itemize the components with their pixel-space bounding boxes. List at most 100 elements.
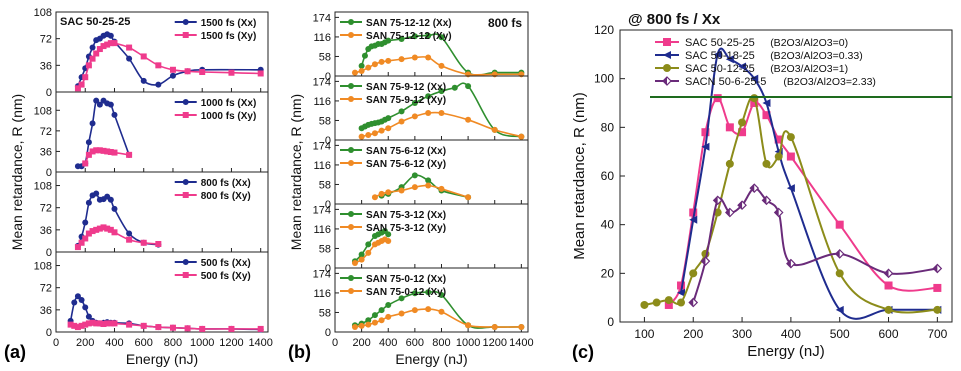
y-tick-label: 36	[40, 146, 52, 158]
data-point	[713, 94, 722, 103]
legend-label: SAN 75-3-12 (Xy)	[366, 223, 446, 234]
y-tick-label: 40	[601, 218, 615, 232]
series-line	[667, 97, 938, 306]
legend-label: SAN 75-6-12 (Xx)	[366, 146, 446, 157]
subplot-title: SAC 50-25-25	[60, 16, 130, 28]
data-point	[111, 205, 118, 212]
x-tick-label: 600	[406, 337, 424, 349]
data-point	[786, 184, 795, 193]
data-point	[365, 317, 372, 324]
data-point	[199, 325, 206, 332]
data-point	[491, 126, 498, 133]
data-point	[93, 190, 100, 197]
data-point	[199, 69, 206, 75]
y-axis-label: Mean retardance, R (nm)	[571, 92, 588, 260]
legend-suffix: (B2O3/Al2O3=0)	[770, 37, 848, 49]
y-tick-label: 72	[40, 34, 52, 46]
legend-label: SAN 75-9-12 (Xy)	[366, 95, 446, 106]
data-point	[701, 128, 710, 137]
legend-label: SAN 75-0-12 (Xy)	[366, 287, 446, 298]
data-point	[140, 322, 147, 329]
data-point	[398, 56, 405, 63]
data-point	[385, 189, 392, 196]
data-point	[107, 196, 114, 203]
data-point	[378, 317, 385, 324]
y-tick-label: 58	[319, 243, 331, 255]
data-point	[85, 230, 92, 237]
data-point	[228, 325, 235, 332]
data-point	[140, 77, 147, 84]
legend-label: 800 fs (Xy)	[201, 191, 251, 202]
legend-marker	[663, 38, 671, 46]
data-point	[71, 299, 78, 306]
y-tick-label: 72	[40, 283, 52, 295]
data-point	[93, 97, 100, 104]
legend-marker	[348, 160, 354, 166]
y-tick-label: 174	[313, 268, 331, 280]
y-tick-label: 116	[313, 224, 331, 236]
legend-marker	[182, 32, 189, 38]
y-tick-label: 0	[325, 199, 331, 211]
data-point	[126, 321, 133, 328]
subplot-b-3: 0 58 116 174 SAN 75-3-12 (Xx) SAN 75-3-12 (Xy…	[313, 203, 529, 275]
legend-label: 1000 fs (Xx)	[201, 98, 257, 109]
data-point	[126, 230, 133, 237]
y-tick-label: 116	[313, 160, 331, 172]
data-point	[155, 62, 162, 69]
y-tick-label: 20	[601, 266, 615, 280]
x-tick-label: 1000	[456, 337, 480, 349]
data-point	[425, 289, 432, 296]
data-point-half	[762, 196, 767, 205]
data-point	[689, 269, 698, 278]
data-point	[677, 281, 686, 290]
data-point	[652, 298, 661, 307]
data-point	[786, 152, 795, 161]
data-point	[438, 88, 445, 95]
y-tick-label: 174	[313, 76, 331, 88]
x-tick-label: 200	[76, 337, 94, 349]
data-point	[358, 133, 365, 140]
data-point	[411, 290, 418, 297]
data-point	[169, 324, 176, 331]
subplot-b-2: 0 58 116 174 SAN 75-6-12 (Xx) SAN 75-6-12 (Xy…	[313, 139, 529, 211]
legend-label: SAC 50-18-25	[685, 50, 755, 62]
data-point	[85, 199, 92, 206]
data-point	[411, 184, 418, 191]
data-point	[89, 228, 96, 235]
legend-marker	[182, 179, 189, 185]
data-point	[465, 322, 472, 329]
data-point	[738, 118, 747, 127]
data-point	[104, 320, 111, 327]
data-point	[111, 149, 118, 156]
legend-label: SAC 50-25-25	[685, 37, 755, 49]
data-point	[71, 322, 78, 329]
data-point	[411, 113, 418, 120]
data-point	[351, 259, 358, 266]
data-point	[111, 320, 118, 327]
y-tick-label: 60	[601, 169, 615, 183]
series-line	[644, 95, 938, 314]
data-point-half	[701, 257, 706, 266]
data-point	[689, 215, 698, 224]
data-point	[104, 41, 111, 48]
legend-label: SAN 75-9-12 (Xx)	[366, 82, 446, 93]
data-point	[438, 291, 445, 298]
x-tick-label: 800	[164, 337, 182, 349]
legend-suffix: (B2O3/Al2O3=2.33)	[783, 76, 876, 88]
legend-label: 800 fs (Xx)	[201, 178, 251, 189]
y-tick-label: 174	[313, 204, 331, 216]
data-point	[93, 147, 100, 154]
data-point	[78, 239, 85, 246]
y-tick-label: 174	[313, 140, 331, 152]
data-point	[100, 147, 107, 154]
legend-marker	[663, 64, 671, 72]
data-point	[438, 34, 445, 41]
data-point	[438, 185, 445, 192]
x-tick-label: 500	[830, 327, 850, 341]
subplot-b-1: 0 58 116 174 SAN 75-9-12 (Xx) SAN 75-9-12 (Xy…	[313, 75, 529, 147]
data-point	[126, 236, 133, 243]
y-axis-label: Mean retardance, R (nm)	[288, 94, 304, 250]
data-point	[701, 142, 710, 151]
data-point	[518, 133, 525, 140]
data-point-half	[750, 184, 755, 193]
